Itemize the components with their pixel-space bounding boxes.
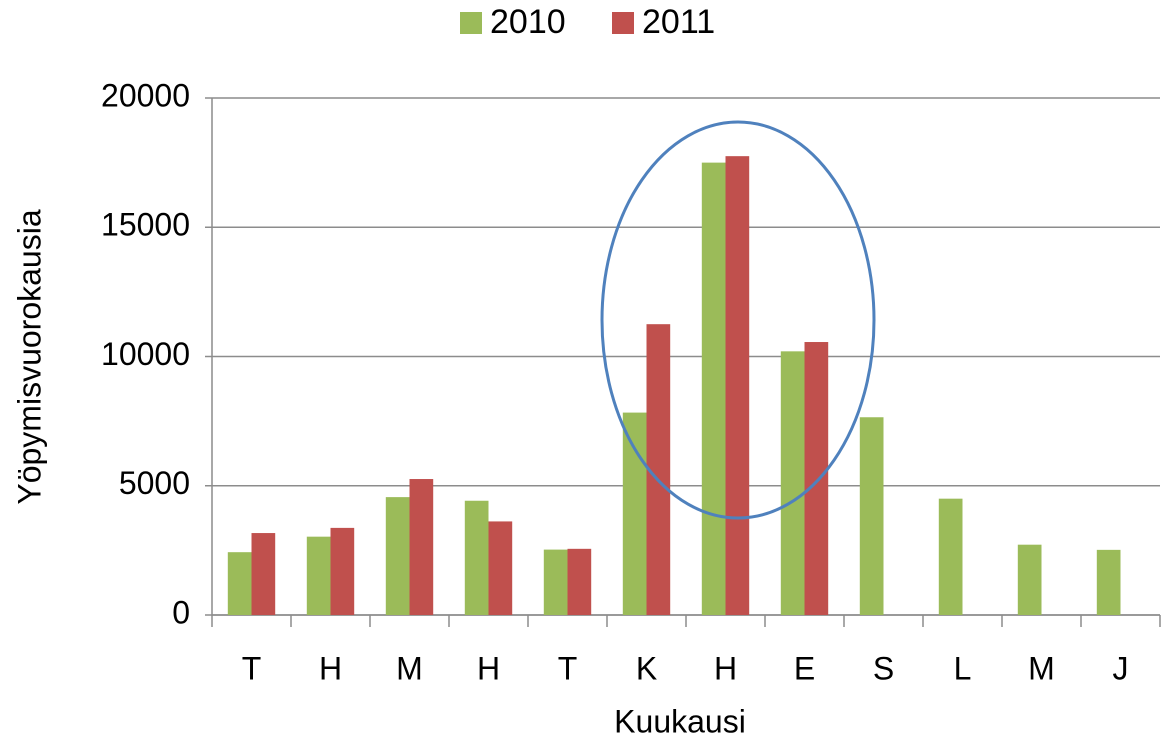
y-tick-label: 10000 [101,336,190,372]
bar [251,533,276,615]
y-tick-label: 0 [172,594,190,630]
x-tick-label: T [242,650,262,686]
bar [646,324,671,615]
bar [306,536,331,615]
legend-label: 2011 [642,3,715,41]
x-tick-label: H [319,650,342,686]
highlight-ellipse [600,120,876,520]
bar [385,497,410,615]
x-tick-label: J [1113,650,1129,686]
bar [938,498,963,615]
x-tick-label: E [794,650,815,686]
bar [464,500,489,615]
x-tick-label: H [714,650,737,686]
legend-swatch [460,12,482,34]
x-tick-label: S [873,650,894,686]
bar [725,156,750,615]
bar [330,527,355,615]
bar [567,548,592,615]
y-tick-label: 15000 [101,207,190,243]
x-tick-label: T [558,650,578,686]
bar [701,162,726,615]
x-tick-label: K [636,650,657,686]
legend-swatch [612,12,634,34]
x-axis-title: Kuukausi [614,703,746,739]
bar [804,342,829,615]
bar [227,552,252,615]
grid [205,97,1161,627]
bar [409,479,434,615]
bar [622,412,647,615]
x-tick-label: M [1028,650,1055,686]
bar [488,521,513,615]
bars [227,156,1121,615]
bar [859,417,884,615]
y-axis-title: Yöpymisvuorokausia [11,209,47,504]
x-tick-label: M [396,650,423,686]
y-tick-label: 20000 [101,77,190,113]
x-tick-label: L [954,650,972,686]
legend-label: 2010 [490,3,566,41]
bar [543,549,568,615]
bar [780,351,805,615]
bar [1096,549,1121,615]
y-tick-label: 5000 [119,465,190,501]
bar [1017,544,1042,615]
x-tick-label: H [477,650,500,686]
